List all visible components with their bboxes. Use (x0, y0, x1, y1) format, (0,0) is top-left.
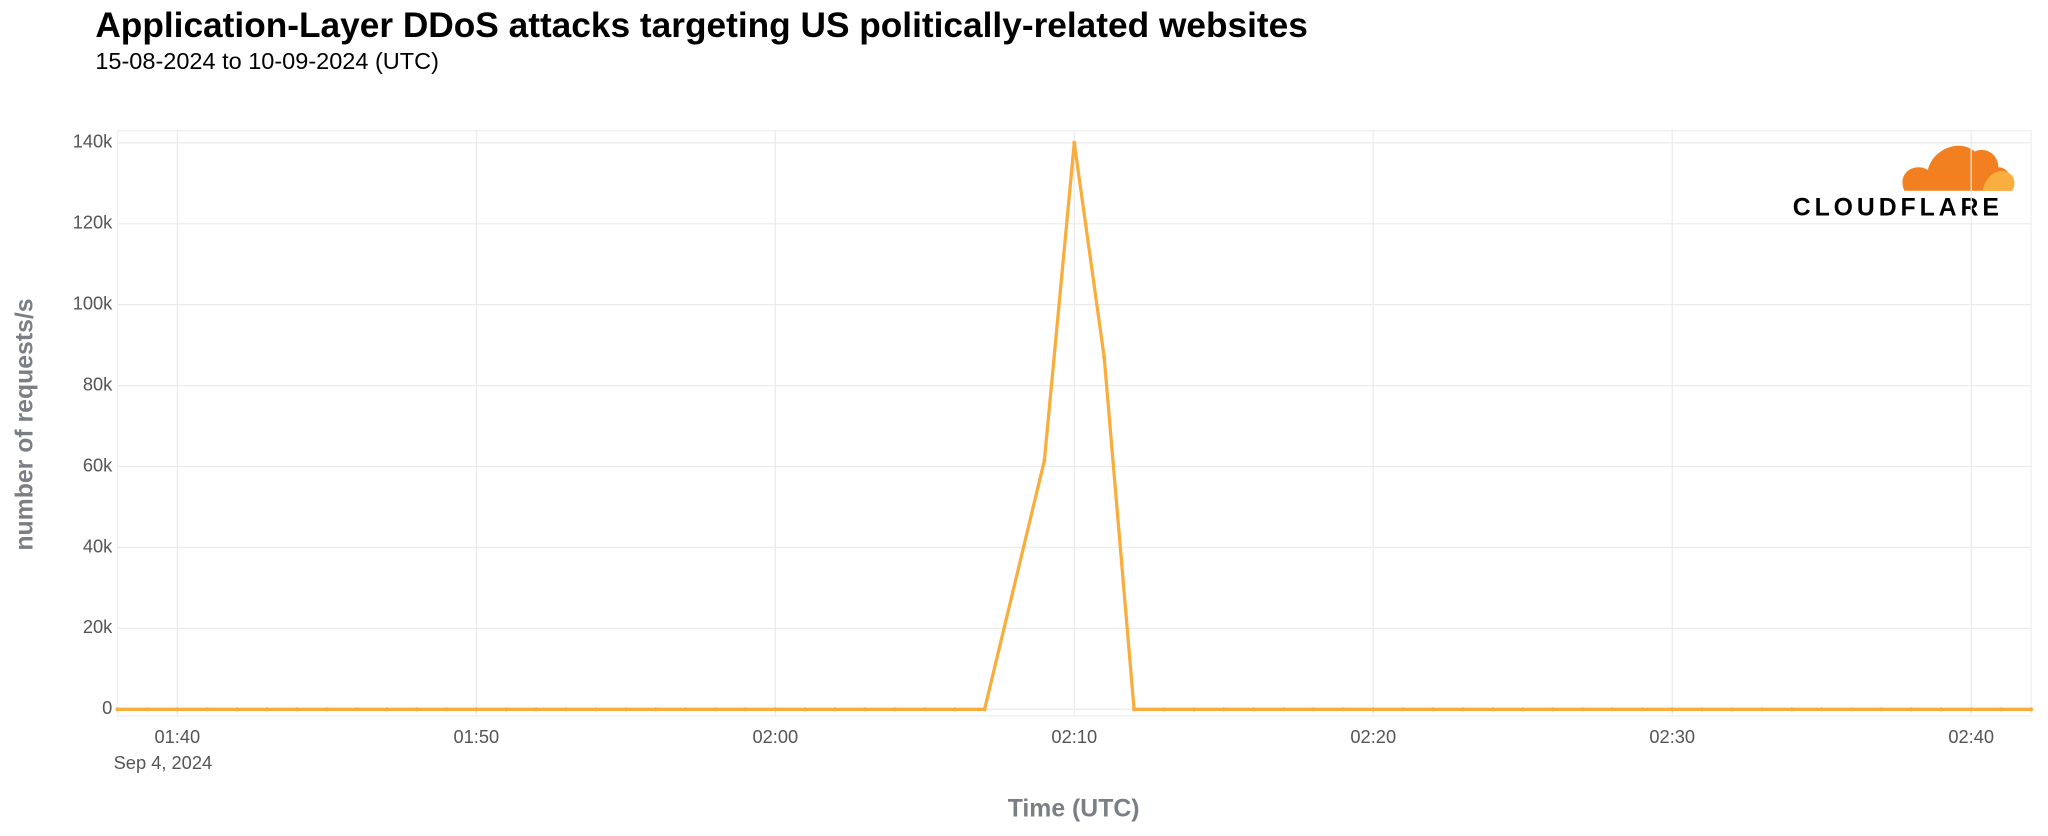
x-axis-title: Time (UTC) (1008, 795, 1140, 822)
data-point (264, 707, 270, 712)
data-point (1311, 707, 1316, 712)
chart-title: Application-Layer DDoS attacks targeting… (95, 6, 1308, 45)
data-point (1341, 707, 1346, 712)
y-tick-label: 140k (73, 131, 113, 152)
data-point (294, 707, 300, 712)
y-tick-label: 0 (102, 697, 112, 718)
data-point (593, 707, 599, 712)
y-tick-label: 120k (73, 212, 113, 233)
data-point (892, 707, 897, 712)
data-point (1550, 707, 1555, 712)
data-point (235, 707, 240, 712)
data-point (1759, 707, 1765, 712)
data-point (1102, 355, 1107, 360)
logo-cloud-light (1982, 170, 2015, 191)
data-point (1042, 458, 1047, 463)
data-point (862, 707, 868, 712)
x-tick-label: 02:00 (752, 726, 798, 747)
data-point (982, 707, 987, 712)
data-point (1969, 707, 1974, 712)
data-point (205, 707, 210, 712)
data-point (384, 707, 389, 712)
data-point (653, 707, 658, 712)
y-tick-label: 100k (73, 292, 113, 313)
data-point (1819, 707, 1824, 712)
data-point (324, 707, 329, 712)
data-point (1700, 707, 1705, 712)
data-point (1072, 140, 1077, 145)
x-tick-label: 02:10 (1051, 726, 1097, 747)
data-point (1670, 707, 1675, 712)
y-axis-title: number of requests/s (12, 298, 39, 550)
data-point (1789, 707, 1794, 712)
data-point (534, 707, 539, 712)
data-point (803, 707, 808, 712)
data-point (1221, 707, 1226, 712)
x-tick-label: 01:50 (453, 726, 499, 747)
data-point (1371, 707, 1376, 712)
data-line (117, 141, 2032, 711)
data-point (713, 707, 718, 712)
data-point (1909, 707, 1914, 712)
data-point (1460, 707, 1466, 712)
data-point (743, 707, 748, 712)
data-point (1161, 707, 1167, 712)
data-point (1610, 707, 1615, 712)
data-point (474, 707, 479, 712)
data-point (175, 707, 180, 712)
data-point (833, 707, 838, 712)
data-point (1729, 707, 1735, 712)
data-point (922, 707, 927, 712)
data-point (504, 707, 509, 712)
y-tick-label: 60k (83, 454, 113, 475)
data-point (773, 707, 778, 712)
x-tick-label: 02:30 (1649, 726, 1695, 747)
data-point (1849, 707, 1854, 712)
data-point (1251, 707, 1256, 712)
data-point (683, 707, 688, 712)
data-point (1281, 707, 1286, 712)
data-point (1430, 707, 1436, 712)
data-point (1879, 707, 1884, 712)
chart-subtitle: 15-08-2024 to 10-09-2024 (UTC) (95, 48, 439, 74)
y-tick-label: 40k (83, 535, 113, 556)
x-tick-label: 01:40 (154, 726, 200, 747)
data-point (952, 707, 957, 712)
data-point (1640, 707, 1645, 712)
logo: CLOUDFLARE (1793, 145, 2015, 222)
data-point (2028, 707, 2034, 712)
x-tick-label: 02:20 (1350, 726, 1396, 747)
data-point (1131, 707, 1137, 712)
data-point (1490, 707, 1495, 712)
data-point (1520, 707, 1525, 712)
data-point (414, 707, 419, 712)
y-tick-label: 20k (83, 616, 113, 637)
data-point (1999, 707, 2004, 712)
data-point (1580, 707, 1585, 712)
y-tick-label: 80k (83, 373, 113, 394)
data-point (623, 707, 628, 712)
data-point (444, 707, 449, 712)
data-point (354, 707, 359, 712)
data-point (1401, 707, 1406, 712)
x-tick-label: 02:40 (1948, 726, 1994, 747)
data-point (115, 707, 120, 712)
data-point (563, 707, 569, 712)
data-point (1939, 707, 1944, 712)
data-point (1191, 707, 1196, 712)
logo-cloud (1902, 145, 2013, 191)
logo-text: CLOUDFLARE (1793, 195, 2003, 222)
data-point (145, 707, 150, 712)
x-date-label: Sep 4, 2024 (114, 752, 213, 773)
